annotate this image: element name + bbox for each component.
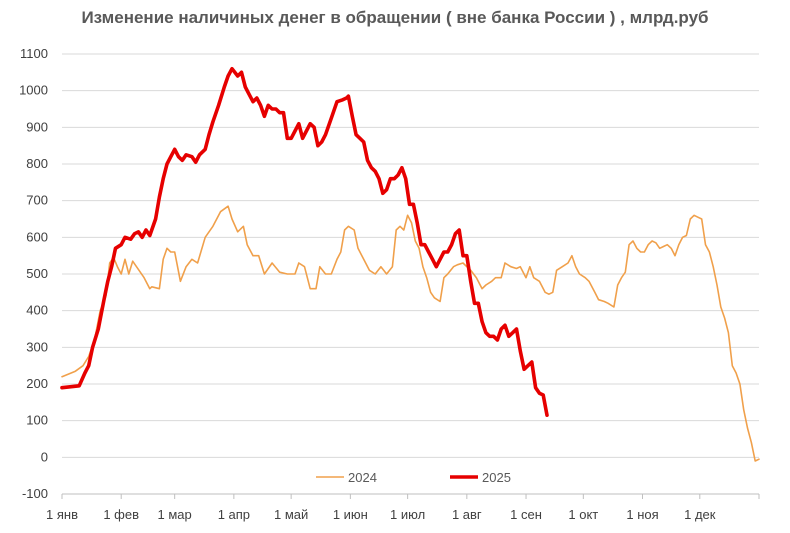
- y-tick-label: 1100: [20, 46, 48, 61]
- y-tick-label: 600: [26, 229, 48, 244]
- y-tick-label: 400: [26, 303, 48, 318]
- x-tick-label: 1 мар: [158, 507, 192, 522]
- x-tick-label: 1 фев: [103, 507, 139, 522]
- y-tick-label: -100: [22, 486, 48, 501]
- y-tick-label: 1000: [19, 83, 48, 98]
- y-tick-label: 0: [41, 449, 48, 464]
- x-tick-label: 1 сен: [510, 507, 542, 522]
- y-tick-label: 800: [26, 156, 48, 171]
- legend: 2024 2025: [316, 470, 511, 485]
- chart-title: Изменение наличиных денег в обращении ( …: [81, 8, 709, 27]
- x-tick-label: 1 июл: [390, 507, 425, 522]
- x-tick-label: 1 ноя: [626, 507, 658, 522]
- legend-label-2025: 2025: [482, 470, 511, 485]
- x-tick-label: 1 апр: [218, 507, 250, 522]
- y-axis: -100 0 100 200 300 400 500 600 700 800 900 1000 1100: [19, 46, 48, 501]
- series-line-2024: [61, 205, 760, 462]
- legend-label-2024: 2024: [348, 470, 377, 485]
- x-tick-label: 1 янв: [46, 507, 78, 522]
- y-tick-label: 300: [26, 339, 48, 354]
- x-tick-label: 1 май: [274, 507, 308, 522]
- x-tick-label: 1 авг: [452, 507, 482, 522]
- x-axis: 1 янв 1 фев 1 мар 1 апр 1 май 1 июн 1 июл 1 авг…: [46, 493, 760, 522]
- y-tick-label: 700: [26, 193, 48, 208]
- series-line-2025: [60, 66, 549, 417]
- x-tick-label: 1 дек: [684, 507, 716, 522]
- x-tick-label: 1 окт: [568, 507, 598, 522]
- gridlines: [62, 53, 759, 495]
- x-tick-label: 1 июн: [333, 507, 368, 522]
- y-tick-label: 500: [26, 266, 48, 281]
- y-tick-label: 200: [26, 376, 48, 391]
- series-lines: [60, 66, 760, 462]
- y-tick-label: 100: [26, 413, 48, 428]
- y-tick-label: 900: [26, 119, 48, 134]
